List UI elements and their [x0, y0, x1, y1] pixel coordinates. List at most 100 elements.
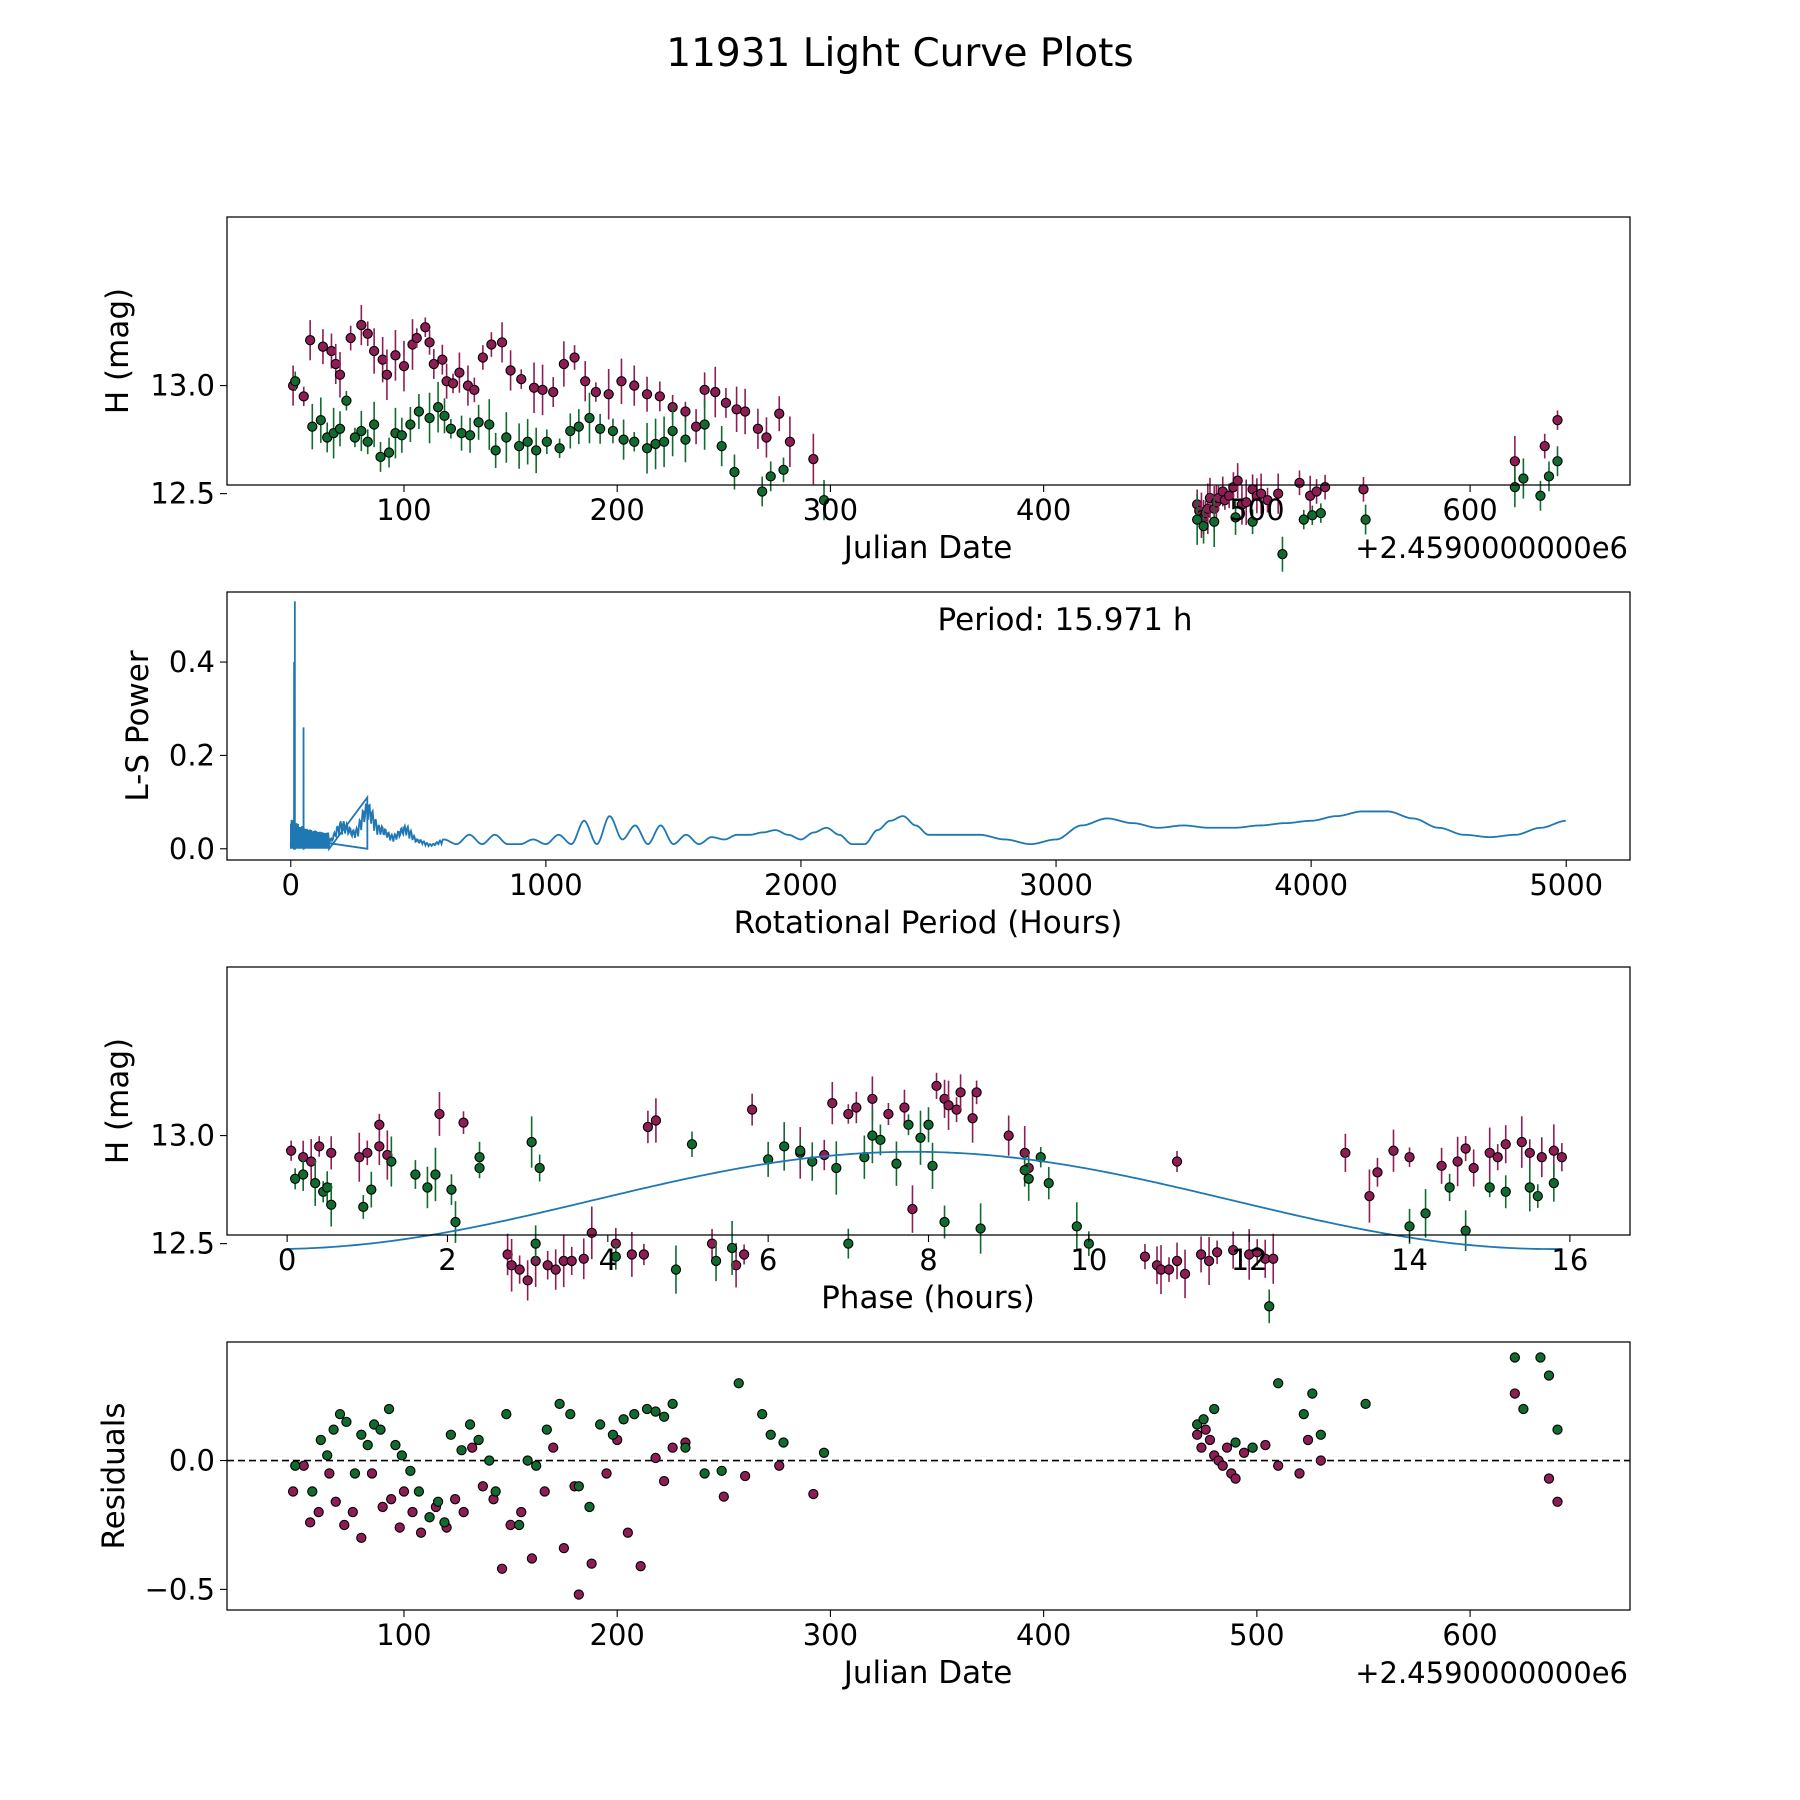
data-point-purple [496, 1563, 508, 1574]
data-point-purple [603, 389, 614, 400]
data-point-purple [641, 389, 653, 400]
data-point-purple [746, 1104, 758, 1115]
data-point-purple [1192, 1429, 1203, 1440]
data-point-green [618, 434, 629, 445]
data-point-green [522, 1455, 533, 1466]
light-curve-xlabel: Julian Date [842, 530, 1013, 566]
data-point-purple [496, 337, 508, 348]
data-point-green [594, 1419, 606, 1430]
data-point-purple [486, 339, 497, 350]
x-tick-label: 6 [759, 1243, 777, 1277]
data-point-green [349, 1468, 361, 1479]
data-point-purple [522, 1275, 533, 1286]
data-point-purple [1204, 1434, 1216, 1446]
data-point-purple [1260, 1439, 1271, 1451]
phased-curve-panel: 0 2 4 6 8 10 12 14 16 13.0 12.5 Phase (hours) H (m… [100, 966, 1631, 1324]
data-point-purple [843, 1108, 854, 1120]
data-point-purple [738, 1249, 750, 1260]
data-point-purple [1217, 1460, 1228, 1471]
data-point-green [534, 1162, 545, 1174]
data-point-purple [1524, 1147, 1535, 1159]
y-tick-label: 13.0 [150, 369, 215, 403]
data-point-purple [424, 337, 435, 348]
data-point-green [927, 1160, 938, 1171]
data-point-green [1230, 1437, 1241, 1448]
periodogram-xlabel: Rotational Period (Hours) [734, 905, 1123, 941]
data-point-green [424, 412, 435, 424]
data-point-purple [356, 319, 367, 331]
data-point-green [1404, 1221, 1415, 1232]
data-point-green [778, 1437, 789, 1448]
data-point-green [1543, 471, 1555, 482]
data-point-purple [1255, 488, 1267, 499]
data-point-purple [374, 1141, 385, 1152]
data-point-green [386, 1156, 397, 1167]
residuals-xlabel: Julian Date [842, 1655, 1013, 1691]
data-point-green [362, 1439, 373, 1451]
data-point-green [326, 1199, 337, 1210]
data-point-green [641, 1403, 653, 1415]
data-point-purple [774, 1460, 785, 1471]
data-point-purple [638, 1249, 650, 1260]
data-point-green [765, 1429, 776, 1440]
data-point-green [1315, 507, 1326, 519]
data-point-purple [1311, 486, 1322, 497]
data-point-green [667, 1398, 678, 1409]
data-point-green [818, 494, 830, 506]
data-point-green [383, 447, 395, 458]
data-point-purple [1203, 1255, 1215, 1267]
y-tick-label: 12.5 [150, 1227, 215, 1261]
data-point-green [390, 1439, 401, 1451]
data-point-green [1071, 1221, 1082, 1232]
data-point-green [356, 1429, 367, 1440]
data-point-green [341, 1416, 352, 1428]
data-point-purple [381, 369, 393, 380]
periodogram-panel: 0 1000 2000 3000 4000 5000 0.0 0.2 0.4 Period: 1… [120, 591, 1631, 941]
data-point-purple [819, 1149, 830, 1161]
data-point-purple [1241, 497, 1252, 508]
data-point-purple [931, 1080, 942, 1092]
data-point-green [439, 410, 450, 421]
data-point-green [310, 1177, 321, 1189]
data-point-green [334, 423, 346, 434]
data-point-purple [407, 1506, 418, 1518]
data-point-green [531, 445, 542, 456]
data-point-green [1524, 1182, 1535, 1193]
periodogram-ylabel: L-S Power [120, 650, 156, 801]
data-point-green [474, 1152, 485, 1163]
data-point-purple [867, 1093, 878, 1104]
data-point-green [1548, 1177, 1559, 1189]
data-point-purple [394, 1522, 405, 1533]
data-point-purple [1340, 1147, 1351, 1159]
data-point-green [573, 421, 584, 432]
x-tick-label: 8 [919, 1243, 937, 1277]
data-point-green [1518, 473, 1529, 484]
data-point-purple [330, 358, 341, 370]
data-point-green [680, 434, 691, 445]
data-point-green [464, 430, 476, 441]
data-point-green [1209, 516, 1220, 527]
data-point-purple [629, 380, 640, 391]
data-point-purple [590, 386, 602, 398]
data-point-green [349, 432, 361, 443]
x-tick-label: 400 [1016, 1618, 1071, 1652]
x-tick-label: 10 [1070, 1243, 1107, 1277]
data-point-purple [467, 1442, 478, 1453]
data-point-green [405, 1465, 416, 1476]
data-point-green [1192, 514, 1203, 525]
data-point-purple [586, 1227, 597, 1238]
data-point-green [358, 1201, 369, 1213]
data-point-green [307, 421, 318, 432]
data-point-purple [1232, 475, 1243, 486]
x-tick-label: 5000 [1529, 868, 1603, 902]
data-point-purple [566, 1255, 577, 1267]
data-point-purple [548, 386, 559, 398]
data-point-purple [287, 1486, 299, 1497]
data-point-green [584, 412, 595, 424]
data-point-purple [1536, 1152, 1547, 1163]
data-point-purple [907, 1203, 918, 1215]
data-point-purple [626, 1249, 638, 1260]
data-point-green [1043, 1177, 1054, 1189]
data-point-purple [1319, 482, 1331, 493]
data-point-green [867, 1130, 878, 1141]
